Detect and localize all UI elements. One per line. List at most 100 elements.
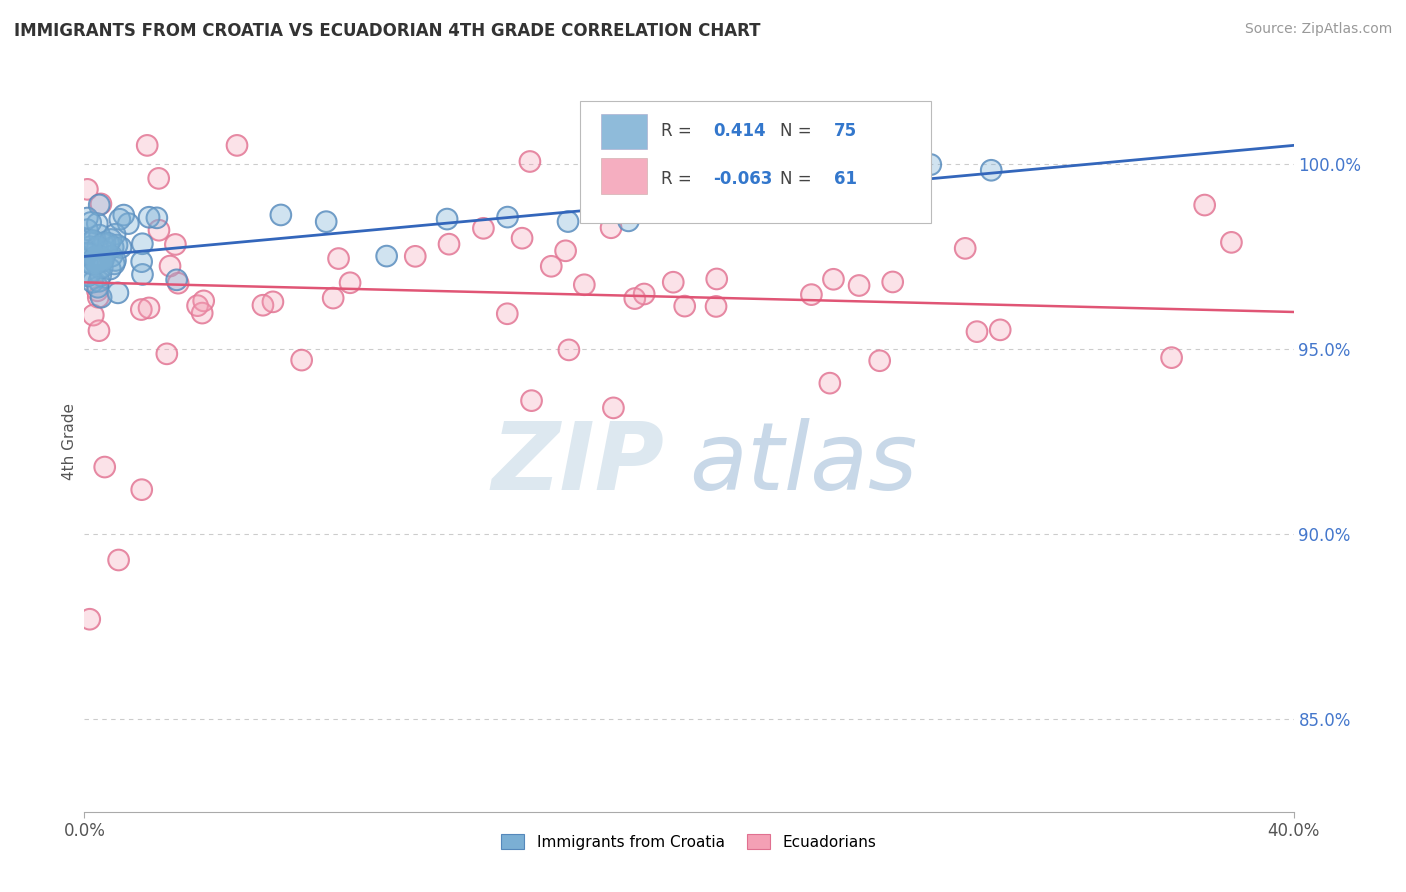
Point (633, 287, 655, 301)
Point (662, 275, 685, 289)
Point (818, 376, 841, 391)
Point (291, 353, 314, 368)
Point (436, 212, 458, 227)
Point (704, 300, 727, 314)
Point (519, 154, 541, 169)
Text: N =: N = (780, 122, 811, 140)
Point (496, 210, 519, 224)
Point (600, 220, 623, 235)
Point (165, 237, 187, 252)
Point (90, 197, 112, 211)
Point (472, 221, 495, 235)
Point (226, 138, 249, 153)
Bar (600, 113, 647, 149)
Point (76, 268, 98, 283)
Point (91, 252, 114, 266)
Point (848, 278, 870, 293)
Text: 61: 61 (834, 169, 858, 187)
Point (738, 197, 761, 211)
Point (138, 301, 160, 315)
Point (980, 163, 1002, 178)
Point (148, 223, 170, 237)
Point (738, 197, 761, 211)
Point (617, 214, 640, 228)
Point (706, 272, 728, 286)
Point (252, 298, 274, 312)
Point (79, 612, 101, 626)
Point (146, 211, 169, 225)
Point (800, 287, 823, 301)
Point (93, 252, 115, 267)
Point (191, 306, 214, 320)
Point (623, 292, 645, 306)
Point (86, 256, 108, 270)
Point (76, 182, 98, 196)
Point (76, 233, 98, 247)
Point (375, 249, 398, 263)
Point (107, 285, 129, 300)
Point (166, 273, 188, 287)
Point (98, 262, 121, 277)
Point (82, 308, 104, 322)
Point (89, 261, 111, 276)
Point (117, 217, 139, 231)
Point (156, 347, 179, 361)
Point (496, 210, 519, 224)
Point (953, 241, 976, 255)
Point (823, 272, 845, 286)
Point (82, 275, 104, 289)
Point (93, 252, 115, 267)
Point (159, 259, 181, 273)
Point (437, 237, 460, 252)
Point (328, 252, 350, 266)
Point (83, 250, 105, 264)
Point (76, 247, 98, 261)
Point (148, 171, 170, 186)
Point (375, 249, 398, 263)
Point (76, 233, 98, 247)
Point (270, 208, 292, 222)
Point (882, 275, 904, 289)
Point (953, 241, 976, 255)
Point (738, 190, 761, 204)
Point (830, 199, 852, 213)
Point (678, 155, 700, 169)
Point (602, 401, 624, 415)
Point (76, 182, 98, 196)
Point (882, 275, 904, 289)
Point (104, 253, 127, 268)
Point (1194, 198, 1216, 212)
Point (138, 211, 160, 225)
Point (90, 290, 112, 304)
Point (86, 217, 108, 231)
Point (167, 276, 190, 290)
Point (110, 240, 132, 254)
Point (82, 308, 104, 322)
Point (79, 255, 101, 269)
Point (79, 255, 101, 269)
Point (89, 261, 111, 276)
FancyBboxPatch shape (581, 101, 931, 223)
Point (131, 483, 153, 497)
Point (315, 215, 337, 229)
Point (90, 251, 112, 265)
Point (84, 257, 107, 271)
Point (890, 163, 912, 178)
Point (104, 253, 127, 268)
Point (673, 299, 696, 313)
Point (869, 353, 891, 368)
Point (270, 208, 292, 222)
Point (76, 222, 98, 236)
Point (322, 291, 344, 305)
Point (322, 291, 344, 305)
Point (1160, 351, 1182, 365)
Point (86, 256, 108, 270)
Point (112, 208, 135, 222)
Point (87, 248, 110, 262)
Point (558, 343, 581, 357)
Point (87, 274, 110, 288)
Point (519, 154, 541, 169)
Point (146, 211, 169, 225)
Text: atlas: atlas (689, 418, 917, 509)
Point (159, 259, 181, 273)
